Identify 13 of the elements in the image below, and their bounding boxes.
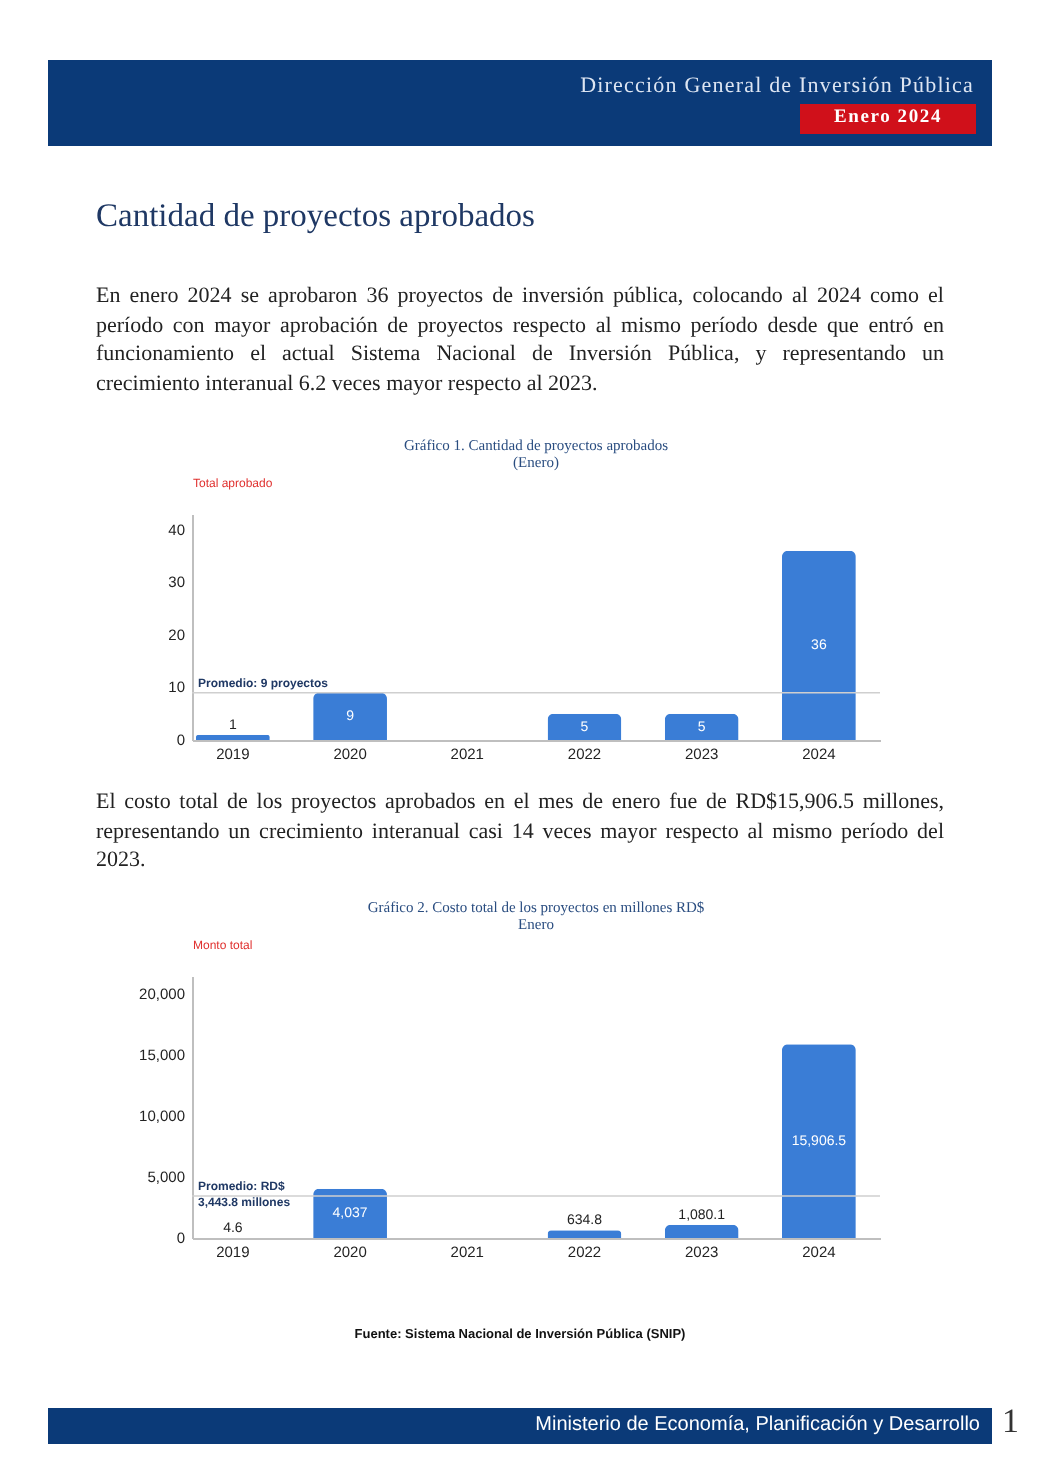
text: 1 <box>1002 1402 1019 1442</box>
bar <box>547 713 622 740</box>
bar <box>664 1224 739 1238</box>
text: Ministerio de Economía, Planificación y Desarrollo <box>535 1412 980 1440</box>
text: Dirección General de Inversión Pública <box>580 74 974 98</box>
bar <box>781 550 856 740</box>
text: El costo total de los proyectos aprobados en el mes de enero fue de RD$15,906.5 millones, representando un crecimiento interanual casi 14 veces mayor respecto al mismo período del 2023. <box>96 788 944 875</box>
bar <box>664 713 739 740</box>
text: En enero 2024 se aprobaron 36 proyectos de inversión pública, colocando al 2024 como el período con mayor aprobación de proyectos respecto al mismo período desde que entró en funcionamiento el actual Sistema Nacional de Inversión Pública, y representando un crecimiento interanual 6.2 veces mayor respecto al 2023. <box>96 282 944 398</box>
text: Cantidad de proyectos aprobados <box>96 196 535 236</box>
bar <box>313 692 387 740</box>
bar <box>781 1044 856 1238</box>
bar <box>195 734 270 740</box>
